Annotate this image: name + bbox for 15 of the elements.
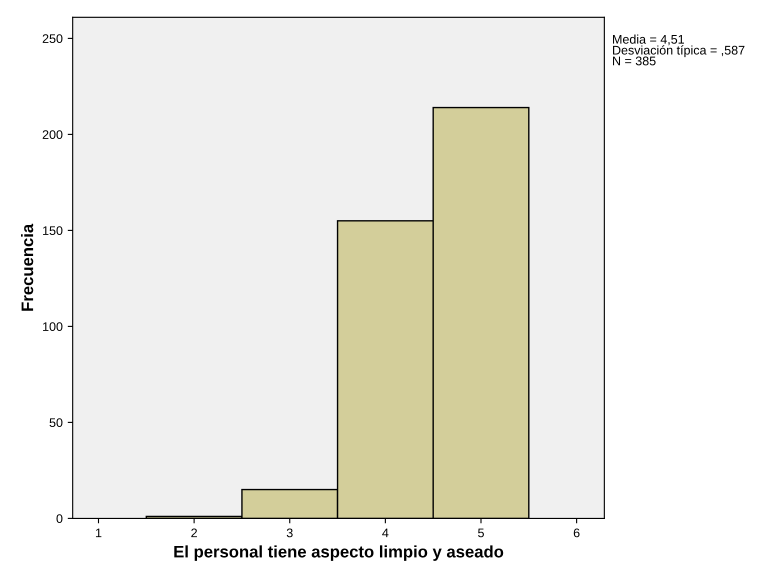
x-tick-label: 2 — [191, 528, 197, 538]
x-tick-label: 4 — [382, 528, 388, 538]
y-tick-label: 250 — [42, 34, 62, 44]
y-tick-label: 100 — [43, 322, 62, 332]
x-tick-label: 6 — [574, 528, 580, 538]
x-tick-label: 3 — [286, 528, 293, 538]
y-tick-label: 150 — [43, 226, 62, 236]
y-axis-title: Frecuencia — [21, 224, 34, 311]
x-axis-title: El personal tiene aspecto limpio y aseado — [174, 545, 504, 561]
y-tick-label: 0 — [56, 514, 62, 524]
y-tick-label: 200 — [42, 130, 62, 140]
x-tick-label: 1 — [96, 528, 102, 538]
text: Media = 4,51 Desviación típica = ,587 N = 385 — [613, 34, 744, 66]
x-tick-label: 5 — [478, 528, 484, 538]
y-tick-label: 50 — [50, 418, 62, 428]
